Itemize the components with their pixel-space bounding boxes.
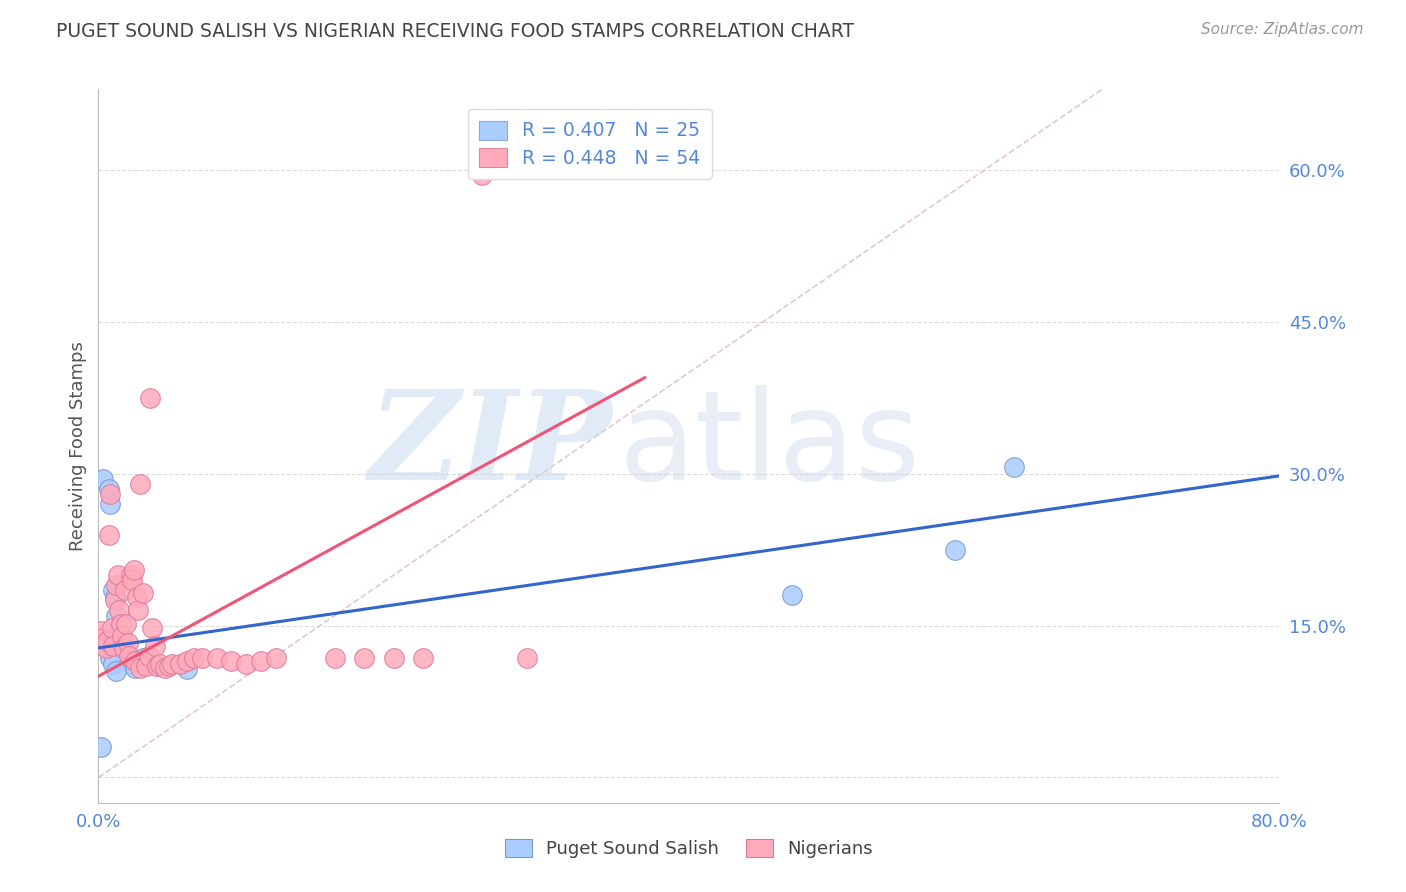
Point: [138, 648, 160, 663]
Point: [353, 651, 375, 665]
Point: [139, 391, 162, 405]
Point: [127, 603, 149, 617]
Point: [110, 637, 132, 651]
Point: [111, 640, 134, 655]
Text: Source: ZipAtlas.com: Source: ZipAtlas.com: [1201, 22, 1364, 37]
Point: [471, 168, 494, 182]
Legend: Puget Sound Salish, Nigerians: Puget Sound Salish, Nigerians: [498, 831, 880, 865]
Point: [115, 616, 138, 631]
Point: [782, 588, 804, 602]
Point: [412, 651, 434, 665]
Point: [1002, 459, 1025, 474]
Point: [146, 659, 169, 673]
Point: [124, 654, 146, 668]
Point: [105, 664, 128, 678]
Point: [90, 740, 112, 755]
Point: [264, 651, 287, 665]
Text: atlas: atlas: [619, 385, 920, 507]
Point: [117, 651, 139, 665]
Point: [120, 568, 142, 582]
Point: [128, 661, 150, 675]
Point: [323, 651, 346, 665]
Point: [124, 661, 146, 675]
Point: [107, 624, 129, 638]
Point: [157, 659, 180, 673]
Point: [103, 583, 125, 598]
Point: [107, 568, 129, 582]
Point: [176, 654, 198, 668]
Point: [141, 621, 163, 635]
Point: [97, 482, 120, 496]
Point: [250, 654, 273, 668]
Point: [98, 497, 121, 511]
Point: [162, 657, 183, 672]
Point: [104, 591, 127, 605]
Point: [103, 657, 125, 672]
Point: [143, 639, 166, 653]
Point: [176, 662, 198, 676]
Point: [100, 621, 122, 635]
Point: [132, 586, 155, 600]
Point: [91, 472, 114, 486]
Point: [125, 591, 148, 605]
Point: [104, 593, 127, 607]
Point: [121, 573, 143, 587]
Point: [516, 651, 538, 665]
Point: [221, 654, 243, 668]
Point: [111, 629, 134, 643]
Point: [98, 651, 121, 665]
Point: [112, 640, 135, 655]
Point: [132, 651, 155, 665]
Point: [191, 651, 214, 665]
Point: [108, 629, 131, 643]
Point: [105, 578, 128, 592]
Point: [149, 657, 172, 672]
Point: [108, 603, 131, 617]
Point: [153, 661, 176, 675]
Point: [183, 651, 205, 665]
Point: [120, 657, 142, 672]
Point: [97, 527, 120, 541]
Point: [112, 644, 135, 658]
Point: [110, 616, 132, 631]
Point: [382, 651, 405, 665]
Point: [114, 648, 136, 663]
Point: [235, 657, 257, 672]
Point: [943, 542, 966, 557]
Point: [205, 651, 228, 665]
Point: [128, 477, 150, 491]
Y-axis label: Receiving Food Stamps: Receiving Food Stamps: [69, 341, 87, 551]
Text: ZIP: ZIP: [368, 385, 612, 507]
Point: [91, 631, 114, 645]
Point: [122, 563, 145, 577]
Point: [105, 608, 128, 623]
Point: [103, 639, 125, 653]
Point: [169, 657, 191, 672]
Point: [135, 659, 157, 673]
Point: [93, 639, 115, 653]
Point: [90, 624, 112, 638]
Point: [146, 659, 169, 673]
Text: PUGET SOUND SALISH VS NIGERIAN RECEIVING FOOD STAMPS CORRELATION CHART: PUGET SOUND SALISH VS NIGERIAN RECEIVING…: [56, 22, 855, 41]
Point: [117, 636, 139, 650]
Point: [114, 583, 136, 598]
Point: [96, 633, 118, 648]
Point: [98, 487, 121, 501]
Point: [94, 640, 117, 655]
Point: [118, 648, 141, 663]
